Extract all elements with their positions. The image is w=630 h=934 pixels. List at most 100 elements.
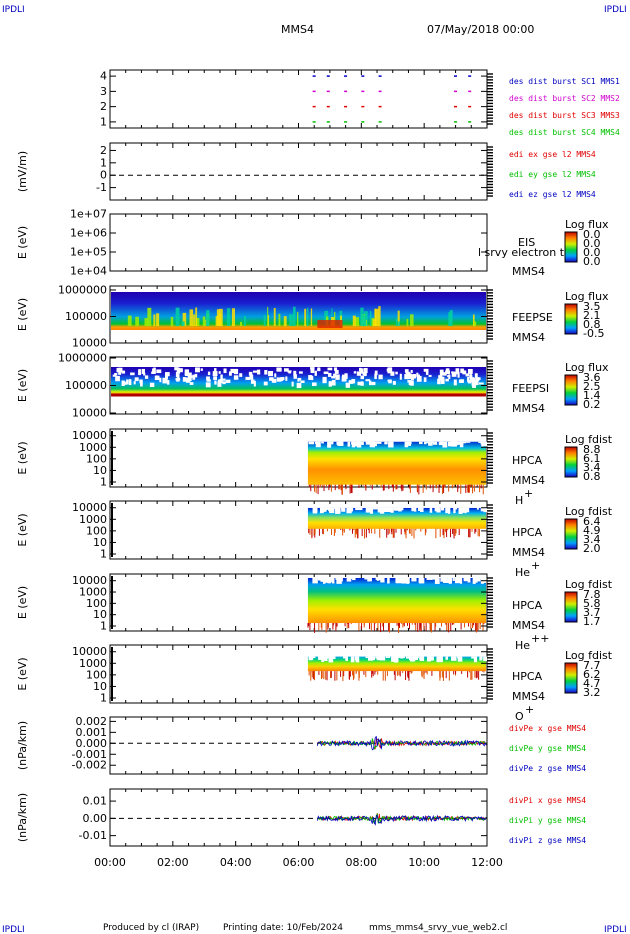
y-tick-label: 1e+06 xyxy=(70,227,107,240)
spectrogram-gap xyxy=(398,507,402,512)
corner-label-top-left: IPDLI xyxy=(2,5,25,15)
spectrogram-streak xyxy=(202,316,206,326)
spectrogram-streak xyxy=(296,311,299,326)
colorbar-title: Log fdist xyxy=(565,505,613,518)
colorbar-tick-label: 3.4 xyxy=(583,461,601,474)
spectrogram-gap xyxy=(138,369,142,376)
spectrogram-gap xyxy=(457,656,461,659)
spectrogram-gap xyxy=(419,656,424,660)
spectrogram-gap xyxy=(345,382,351,388)
spectrogram-gap xyxy=(347,441,351,447)
spectrogram-gap xyxy=(388,381,392,384)
spectrogram-gap xyxy=(154,375,160,381)
spectrogram-gap xyxy=(320,577,326,582)
spacecraft-label: MMS4 xyxy=(512,474,545,487)
spectrogram-gap xyxy=(442,441,448,448)
spectrogram-gap xyxy=(312,507,318,513)
spectrogram-streak xyxy=(395,318,398,326)
spectrogram-gap xyxy=(213,376,217,380)
y-tick-label: 10000 xyxy=(72,407,107,420)
spectrogram-gap xyxy=(467,577,471,583)
spectrogram-gap xyxy=(121,370,126,374)
species-charge: ++ xyxy=(531,632,549,645)
spectrogram-gap xyxy=(447,577,452,584)
spectrogram-streak xyxy=(218,308,223,326)
spectrogram-streak xyxy=(293,306,296,326)
y-tick-label: 1000 xyxy=(79,441,107,454)
spectrogram-gap xyxy=(363,367,368,374)
y-axis-label: E (eV) xyxy=(16,657,29,690)
spectrogram-gap xyxy=(469,377,475,383)
spectrogram-gap xyxy=(356,371,362,376)
spectrogram-gap xyxy=(416,372,419,377)
spectrogram-gap xyxy=(276,377,282,382)
spectrogram-gap xyxy=(140,381,143,387)
spectrogram-streak xyxy=(226,308,231,326)
spectrogram-gap xyxy=(374,373,377,380)
colorbar-tick-label: 0.8 xyxy=(583,318,601,331)
spectrogram-gap xyxy=(411,507,415,512)
spectrogram-streak xyxy=(304,308,307,326)
spectrogram-gap xyxy=(469,374,473,379)
species-charge: + xyxy=(524,487,533,500)
spectrogram-gap xyxy=(206,379,211,382)
y-tick-label: 2 xyxy=(100,100,107,113)
spectrogram-gap xyxy=(472,577,476,584)
spectrogram-streak xyxy=(278,313,281,326)
spectrogram-streak xyxy=(267,306,269,326)
colorbar-tick-label: 2.0 xyxy=(583,542,601,555)
y-tick-label: 0 xyxy=(100,169,107,182)
spectrogram-gap xyxy=(385,656,391,658)
spectrogram-gap xyxy=(400,656,404,659)
spacecraft-label: MMS4 xyxy=(512,619,545,632)
spectrogram-gap xyxy=(124,381,127,385)
spectrogram-gap xyxy=(348,380,354,384)
spectrogram-gap xyxy=(445,656,448,660)
species-charge: + xyxy=(531,559,540,572)
corner-label-top-right: IPDLI xyxy=(604,5,627,15)
spectrogram-gap xyxy=(409,656,416,662)
spectrogram-gap xyxy=(317,368,321,372)
y-tick-label: 1000000 xyxy=(58,283,107,296)
legend-entry: des dist burst SC1 MMS1 xyxy=(509,77,620,86)
spectrogram-gap xyxy=(264,370,268,375)
spectrogram-streak xyxy=(406,318,409,326)
spectrogram-gap xyxy=(439,441,443,444)
spectrogram-gap xyxy=(350,656,355,663)
footer-printing-date: Printing date: 10/Feb/2024 xyxy=(223,923,343,933)
spectrogram-gap xyxy=(308,441,315,445)
spectrogram-gap xyxy=(472,377,476,383)
spectrogram-gap xyxy=(423,368,429,372)
colorbar-tick-label: 0.0 xyxy=(583,228,601,241)
spectrogram-gap xyxy=(401,577,407,584)
spectrogram-streak xyxy=(175,307,180,326)
spectrogram-gap xyxy=(322,376,327,383)
panel-burst: 1 2 3 4 des dist burst SC1 MMS1 des dist burs… xyxy=(100,69,620,137)
spectrogram-gap xyxy=(315,441,321,448)
y-tick-label: 1 xyxy=(100,476,107,489)
spectrogram-gap xyxy=(214,380,217,385)
panel-feepsi: 10000 100000 1000000 E (eV) FEEPSI MMS4 Log fl… xyxy=(16,352,609,420)
panel-feepse: 10000 100000 1000000 E (eV) FEEPSE MMS4 Log fl… xyxy=(16,283,609,349)
spectrogram-gap xyxy=(184,369,189,376)
spectrogram-gap xyxy=(328,372,332,377)
spectrogram-gap xyxy=(327,441,334,445)
spectrogram-streak xyxy=(372,318,377,326)
spectrogram-gap xyxy=(457,372,460,378)
series-line xyxy=(317,813,487,825)
spectrogram-gap xyxy=(438,441,444,446)
spectrogram-gap xyxy=(121,380,125,386)
spectrogram-gap xyxy=(323,371,329,375)
spectrogram-gap xyxy=(293,374,297,379)
spectrogram-gap xyxy=(174,367,179,371)
colorbar xyxy=(564,374,578,406)
y-tick-label: 1 xyxy=(100,692,107,705)
spectrogram-gap xyxy=(327,577,332,583)
y-tick-label: -1 xyxy=(96,181,107,194)
spectrogram-gap xyxy=(393,656,399,663)
spectrogram-gap xyxy=(331,382,336,386)
spectrogram-gap xyxy=(298,371,303,374)
spectrogram-gap xyxy=(195,367,200,373)
spectrogram-gap xyxy=(352,577,356,581)
